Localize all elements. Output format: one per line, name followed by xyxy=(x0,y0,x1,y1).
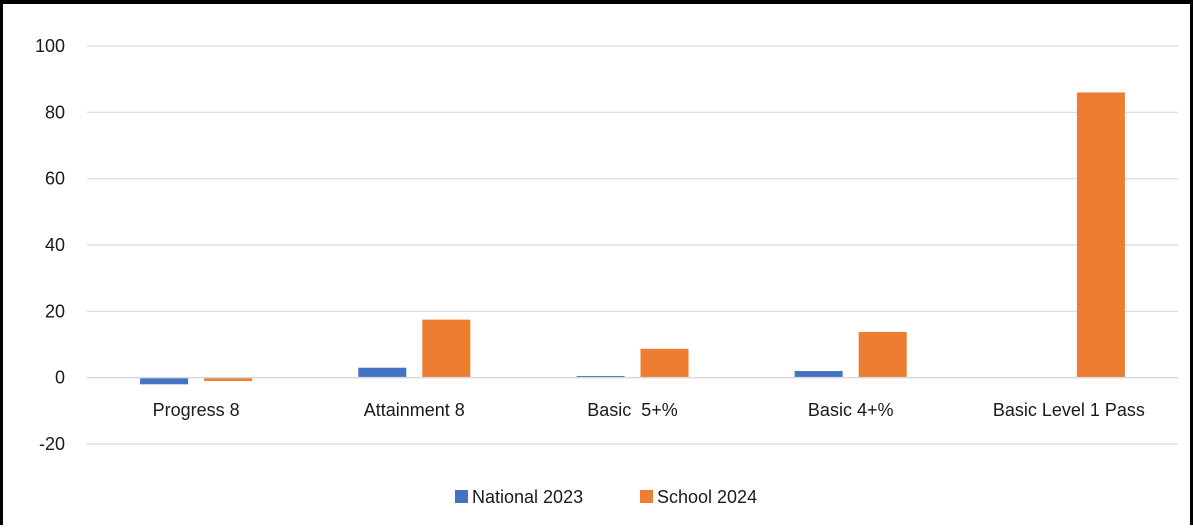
bar-school-2024 xyxy=(640,348,689,378)
bar-national-2023 xyxy=(576,376,625,378)
y-tick-label: 100 xyxy=(35,36,65,56)
bar-school-2024 xyxy=(858,331,907,378)
category-label: Basic 5+% xyxy=(587,400,678,420)
legend-label: School 2024 xyxy=(657,487,757,507)
category-label: Progress 8 xyxy=(153,400,240,420)
category-labels: Progress 8 Attainment 8 Basic 5+% Basic 4+%… xyxy=(153,400,1145,420)
legend-swatch xyxy=(640,490,653,503)
y-axis-ticks: -20 0 20 40 60 80 100 xyxy=(35,36,65,454)
category-label: Basic 4+% xyxy=(808,400,894,420)
y-tick-label: 20 xyxy=(45,301,65,321)
y-tick-label: 60 xyxy=(45,169,65,189)
y-tick-label: 80 xyxy=(45,102,65,122)
bar-school-2024 xyxy=(422,319,471,378)
bar-school-2024 xyxy=(1076,92,1125,378)
bar-national-2023 xyxy=(358,367,407,378)
category-label: Basic Level 1 Pass xyxy=(993,400,1145,420)
y-tick-label: 40 xyxy=(45,235,65,255)
legend-swatch xyxy=(455,490,468,503)
bar-school-2024 xyxy=(204,377,253,381)
category-label: Attainment 8 xyxy=(364,400,465,420)
gridlines xyxy=(87,45,1178,445)
y-tick-label: -20 xyxy=(39,434,65,454)
legend: National 2023 School 2024 xyxy=(455,487,757,507)
bars xyxy=(140,92,1125,385)
bar-national-2023 xyxy=(794,371,843,378)
y-tick-label: 0 xyxy=(55,368,65,388)
bar-chart: -20 0 20 40 60 80 100 Progress 8 Attainment 8 Ba… xyxy=(35,36,1178,507)
bar-national-2023 xyxy=(140,377,189,385)
legend-label: National 2023 xyxy=(472,487,583,507)
